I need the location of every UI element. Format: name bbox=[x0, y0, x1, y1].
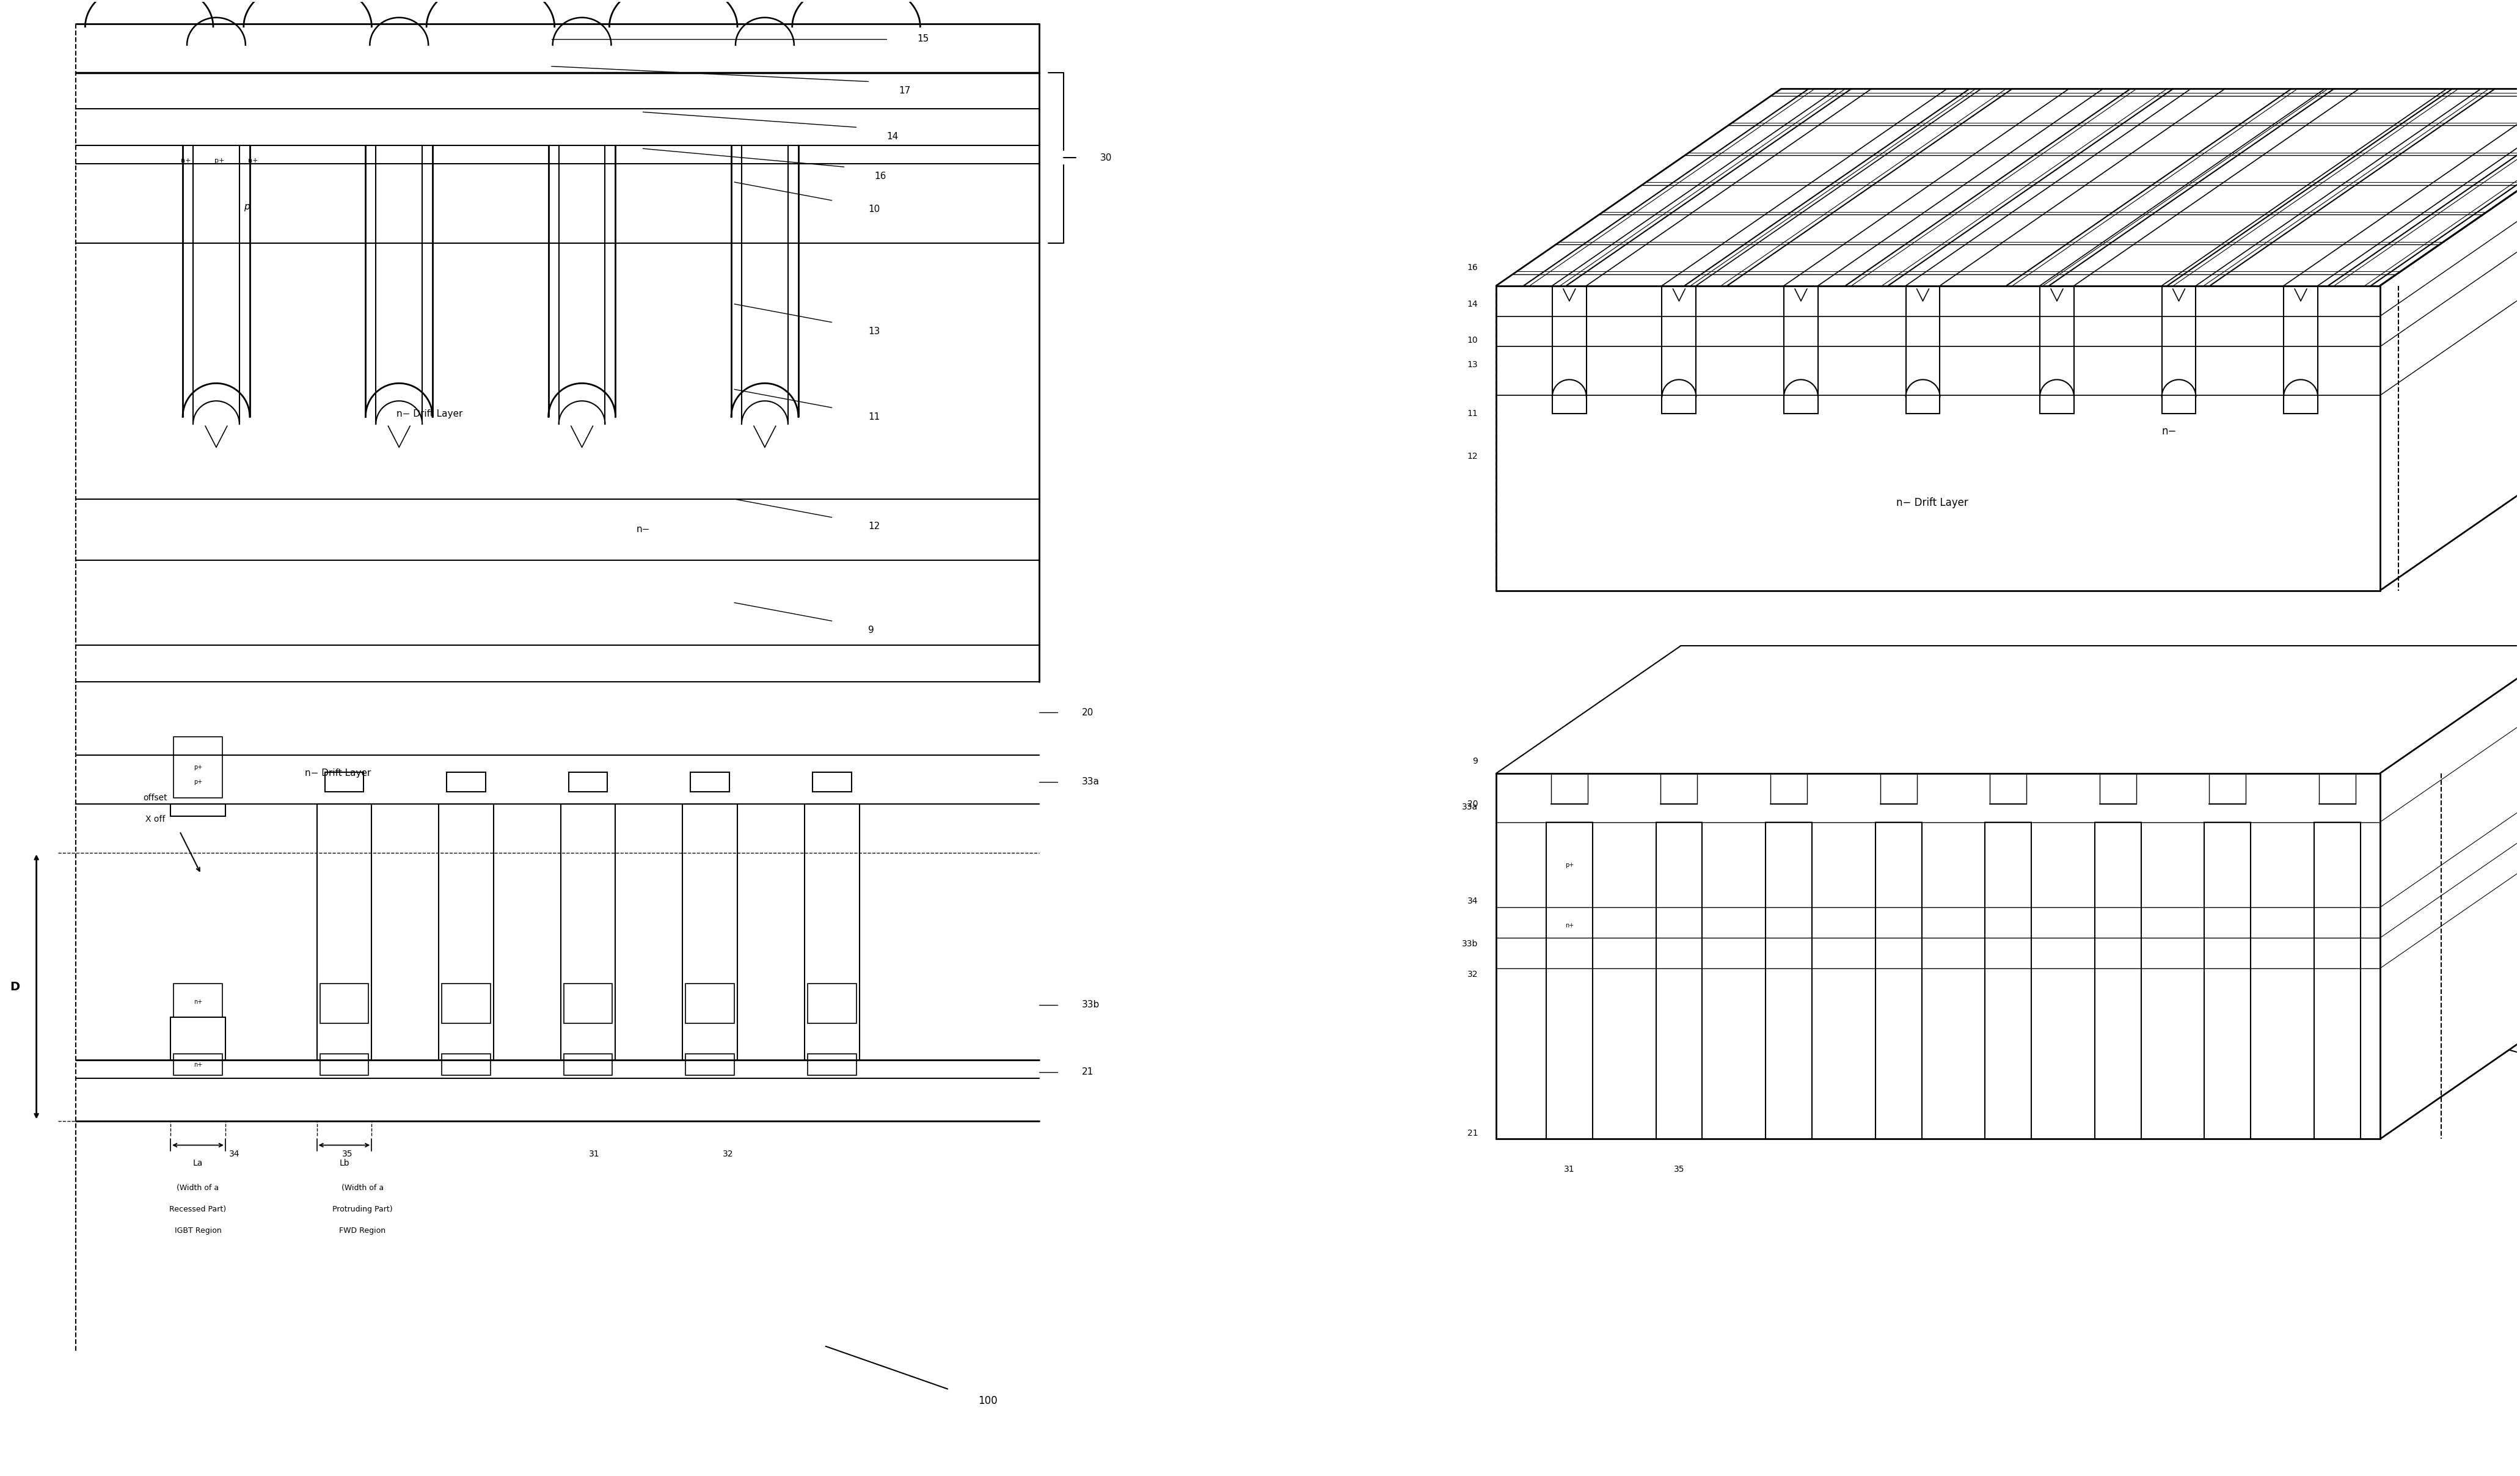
Bar bbox=[174, 1054, 222, 1075]
Text: 17: 17 bbox=[900, 86, 910, 96]
Bar bbox=[174, 737, 222, 797]
Text: Lb: Lb bbox=[340, 1159, 350, 1168]
Text: Protruding Part): Protruding Part) bbox=[333, 1206, 393, 1213]
Text: X off: X off bbox=[146, 815, 166, 824]
Text: 11: 11 bbox=[1467, 409, 1477, 418]
Bar bbox=[570, 772, 607, 791]
Text: 9: 9 bbox=[1472, 757, 1477, 766]
Text: 12: 12 bbox=[869, 523, 879, 531]
Text: 21: 21 bbox=[1081, 1067, 1094, 1076]
Text: n+: n+ bbox=[194, 1061, 202, 1067]
Text: 34: 34 bbox=[229, 1150, 239, 1159]
Text: 100: 100 bbox=[978, 1396, 998, 1407]
Bar bbox=[806, 1054, 857, 1075]
Text: 14: 14 bbox=[1467, 300, 1477, 308]
Text: 35: 35 bbox=[1673, 1165, 1683, 1173]
Text: (Width of a: (Width of a bbox=[176, 1184, 219, 1191]
Text: 16: 16 bbox=[1467, 263, 1477, 272]
Bar bbox=[685, 983, 733, 1023]
Bar bbox=[804, 804, 859, 1060]
Text: 15: 15 bbox=[917, 34, 930, 43]
Text: 31: 31 bbox=[590, 1150, 600, 1159]
Bar bbox=[441, 1054, 491, 1075]
Bar bbox=[438, 804, 494, 1060]
Text: n+: n+ bbox=[247, 158, 257, 164]
Bar bbox=[171, 804, 224, 816]
Bar bbox=[320, 1054, 368, 1075]
Bar bbox=[685, 1054, 733, 1075]
Text: p+: p+ bbox=[214, 158, 224, 164]
Bar bbox=[564, 983, 612, 1023]
Text: n− Drift Layer: n− Drift Layer bbox=[305, 769, 370, 778]
Text: (Width of a: (Width of a bbox=[340, 1184, 383, 1191]
Text: 33b: 33b bbox=[1081, 1001, 1099, 1010]
Bar bbox=[446, 772, 486, 791]
Text: 14: 14 bbox=[887, 131, 900, 142]
Bar bbox=[179, 772, 217, 791]
Text: 11: 11 bbox=[869, 412, 879, 421]
Text: 9: 9 bbox=[869, 626, 874, 635]
Text: 20: 20 bbox=[1081, 708, 1094, 717]
Bar bbox=[318, 804, 370, 1060]
Text: 35: 35 bbox=[343, 1150, 353, 1159]
Text: 20: 20 bbox=[1467, 800, 1477, 807]
Text: 16: 16 bbox=[874, 171, 887, 180]
Bar bbox=[171, 1017, 224, 1060]
Text: 34: 34 bbox=[1467, 897, 1477, 906]
Text: La: La bbox=[194, 1159, 204, 1168]
Text: 32: 32 bbox=[723, 1150, 733, 1159]
Text: n+: n+ bbox=[194, 999, 202, 1005]
Bar bbox=[683, 804, 738, 1060]
Bar bbox=[564, 1054, 612, 1075]
Text: 13: 13 bbox=[869, 326, 879, 337]
Text: Recessed Part): Recessed Part) bbox=[169, 1206, 227, 1213]
Text: 12: 12 bbox=[1467, 452, 1477, 461]
Text: 10: 10 bbox=[869, 205, 879, 214]
Text: p+: p+ bbox=[1565, 862, 1572, 868]
Text: IGBT Region: IGBT Region bbox=[174, 1227, 222, 1234]
Text: 13: 13 bbox=[1467, 360, 1477, 369]
Text: p+: p+ bbox=[194, 779, 202, 785]
Text: 31: 31 bbox=[1565, 1165, 1575, 1173]
Text: n+: n+ bbox=[181, 158, 192, 164]
Bar bbox=[690, 772, 728, 791]
Text: 33a: 33a bbox=[1462, 803, 1477, 812]
Bar bbox=[174, 983, 222, 1023]
Text: 10: 10 bbox=[1467, 337, 1477, 345]
Text: FWD Region: FWD Region bbox=[340, 1227, 386, 1234]
Text: 33b: 33b bbox=[1462, 940, 1477, 948]
Bar bbox=[811, 772, 852, 791]
Text: offset: offset bbox=[144, 794, 166, 801]
Bar bbox=[441, 983, 491, 1023]
Text: n−: n− bbox=[2162, 425, 2177, 437]
Text: n− Drift Layer: n− Drift Layer bbox=[1898, 497, 1968, 508]
Text: p: p bbox=[244, 202, 249, 211]
Bar bbox=[806, 983, 857, 1023]
Bar bbox=[320, 983, 368, 1023]
Text: 33a: 33a bbox=[1081, 778, 1099, 787]
Bar bbox=[559, 804, 615, 1060]
Text: 30: 30 bbox=[1101, 154, 1111, 162]
Text: 21: 21 bbox=[1467, 1129, 1477, 1137]
Text: p+: p+ bbox=[194, 765, 202, 770]
Text: 32: 32 bbox=[1467, 970, 1477, 979]
Bar bbox=[325, 772, 363, 791]
Text: n− Drift Layer: n− Drift Layer bbox=[396, 409, 464, 418]
Text: n+: n+ bbox=[1565, 922, 1572, 928]
Text: n−: n− bbox=[635, 525, 650, 534]
Text: D: D bbox=[10, 982, 20, 992]
